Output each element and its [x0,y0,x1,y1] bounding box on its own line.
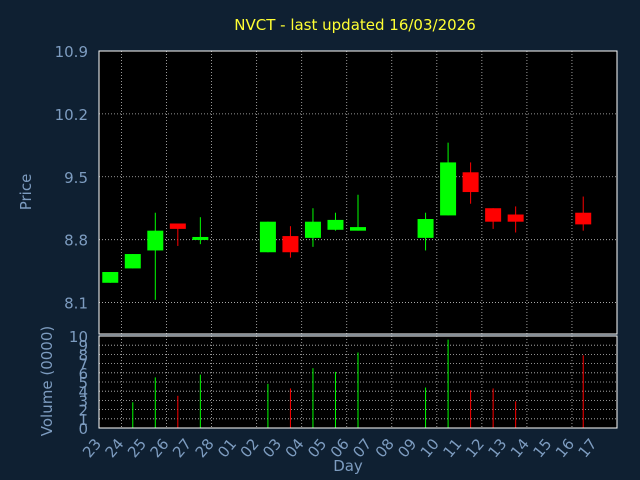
candle-body [575,212,592,225]
candle-body [147,230,164,251]
x-tick-label: 01 [214,435,240,461]
volume-axis-label: Volume (0000) [38,326,56,436]
x-tick-label: 24 [102,435,128,461]
candle-body [259,221,276,253]
candle-body [440,162,457,216]
x-tick-label: 27 [169,435,195,461]
candle-body [327,219,344,230]
volume-tick-label: 8 [78,346,88,364]
x-tick-label: 15 [529,435,555,461]
candle-body [192,236,209,240]
candle-body [417,219,434,238]
candle-body [102,272,119,283]
volume-tick-label: 9 [78,337,88,355]
candle-body [124,254,141,269]
candle-body [169,223,186,229]
volume-tick-label: 2 [78,402,88,420]
volume-tick-label: 6 [78,365,88,383]
candle-body [304,221,321,238]
candle-body [507,214,524,222]
volume-tick-label: 10 [69,328,88,346]
price-tick-label: 10.9 [55,43,88,61]
price-panel [99,51,617,334]
x-tick-label: 11 [439,435,465,461]
x-tick-label: 05 [304,435,330,461]
x-axis-label: Day [333,457,363,475]
x-tick-label: 02 [237,435,263,461]
volume-panel-frame [98,335,618,429]
candle-body [282,236,299,253]
x-tick-label: 08 [372,435,398,461]
price-axis: 10.9 10.2 9.5 8.8 8.1 [55,43,88,313]
volume-bars [132,339,584,428]
x-tick-label: 26 [147,435,173,461]
price-tick-label: 8.1 [64,295,88,313]
volume-tick-label: 0 [78,420,88,438]
x-tick-label: 28 [192,435,218,461]
x-tick-label: 23 [79,435,105,461]
x-tick-label: 12 [462,435,488,461]
candle-body [462,172,479,193]
x-tick-label: 14 [507,435,533,461]
price-tick-label: 8.8 [64,232,88,250]
volume-tick-label: 4 [78,383,88,401]
x-tick-label: 17 [574,435,600,461]
x-tick-label: 09 [394,435,420,461]
x-tick-label: 16 [552,435,578,461]
x-tick-label: 10 [417,435,443,461]
candles [102,142,592,300]
x-tick-label: 03 [259,435,285,461]
x-tick-label: 04 [282,435,308,461]
chart-title: NVCT - last updated 16/03/2026 [234,16,476,34]
volume-tick-label: 7 [78,356,88,374]
price-tick-label: 9.5 [64,169,88,187]
volume-tick-label: 5 [78,374,88,392]
candle-body [485,208,502,222]
x-tick-label: 25 [124,435,150,461]
x-tick-label: 13 [484,435,510,461]
price-tick-label: 10.2 [55,106,88,124]
volume-tick-label: 1 [78,411,88,429]
price-panel-frame [98,50,618,335]
candle-body [350,227,366,231]
volume-tick-label: 3 [78,392,88,410]
price-axis-label: Price [17,174,35,211]
